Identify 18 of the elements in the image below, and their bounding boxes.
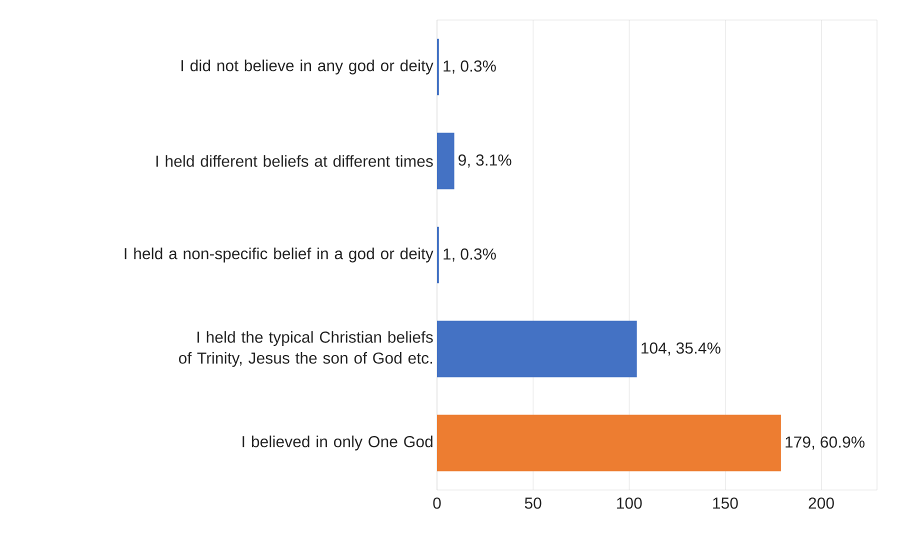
data-label: 9, 3.1% — [458, 154, 512, 168]
x-tick-label: 0 — [433, 498, 441, 509]
x-tick-label: 200 — [808, 498, 834, 509]
data-label: 104, 35.4% — [642, 342, 720, 356]
x-tick-label: 100 — [617, 498, 642, 509]
data-label: 1, 0.3% — [444, 60, 496, 74]
y-tick-label: I held different beliefs at different times — [156, 155, 433, 167]
bar — [437, 414, 781, 472]
x-tick-label: 50 — [524, 498, 542, 509]
data-label: 179, 60.9% — [786, 436, 865, 450]
data-label: 1, 0.3% — [444, 248, 496, 262]
y-tick-label: I held a non-specific belief in a god or deity — [124, 248, 434, 262]
y-tick-label: I held the typical Christian beliefs of Trinity, Jesus the son of God etc. — [179, 331, 433, 367]
bar — [437, 132, 454, 190]
y-tick-label: I believed in only One God — [242, 436, 432, 450]
bar — [437, 320, 637, 378]
x-tick-label: 150 — [713, 498, 738, 509]
y-tick-label: I did not believe in any god or deity — [182, 60, 434, 74]
